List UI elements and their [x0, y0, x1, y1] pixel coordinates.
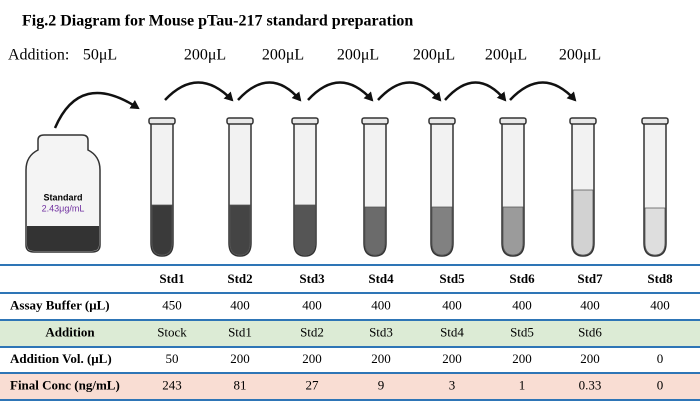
cell: 3 [449, 377, 456, 392]
column-header: Std1 [159, 271, 184, 286]
row-label: Addition Vol. (μL) [10, 351, 112, 366]
cell: 81 [234, 377, 247, 392]
tube [499, 117, 527, 257]
cell: Std2 [300, 324, 324, 339]
cell: 200 [580, 351, 600, 366]
tube-liquid [229, 204, 251, 256]
row-label: Final Conc (ng/mL) [10, 377, 120, 392]
column-header: Std6 [509, 271, 535, 286]
tube-liquid [644, 207, 666, 256]
tube-liquid [502, 206, 524, 256]
cell: Std5 [510, 324, 534, 339]
tube-liquid [572, 189, 594, 256]
volume-label: 200μL [485, 47, 527, 64]
tube [361, 117, 389, 257]
tube [226, 117, 254, 257]
tube [641, 117, 669, 257]
cell: 9 [378, 377, 385, 392]
column-header: Std2 [227, 271, 252, 286]
column-header: Std3 [299, 271, 325, 286]
cell: 400 [650, 297, 670, 312]
cell: 200 [442, 351, 462, 366]
tube [569, 117, 597, 257]
row-bg [0, 373, 700, 400]
cell: 1 [519, 377, 526, 392]
volume-label: 200μL [184, 47, 226, 64]
cell: 243 [162, 377, 182, 392]
tube-liquid [294, 204, 316, 256]
tube-rim [148, 117, 176, 125]
addition-label: Addition: [8, 47, 69, 64]
column-header: Std5 [439, 271, 465, 286]
bottle-conc: 2.43μg/mL [42, 203, 85, 213]
tube-rim [361, 117, 389, 125]
cell: 200 [302, 351, 322, 366]
cell: 400 [371, 297, 391, 312]
column-header: Std4 [368, 271, 394, 286]
cell: 400 [580, 297, 600, 312]
cell: Std4 [440, 324, 464, 339]
cell: Std3 [369, 324, 393, 339]
cell: 0 [657, 351, 664, 366]
tube-rim [641, 117, 669, 125]
tube-rim [291, 117, 319, 125]
tube [148, 117, 176, 257]
cell: 200 [371, 351, 391, 366]
tube-liquid [151, 204, 173, 256]
cell: 200 [512, 351, 532, 366]
volume-label: 200μL [413, 47, 455, 64]
tube-liquid [431, 206, 453, 256]
row-label: Assay Buffer (μL) [10, 297, 110, 312]
cell: 50 [166, 351, 179, 366]
cell: Std6 [578, 324, 602, 339]
tube [291, 117, 319, 257]
title: Fig.2 Diagram for Mouse pTau-217 standar… [22, 13, 413, 30]
cell: Stock [157, 324, 187, 339]
cell: 0.33 [579, 377, 602, 392]
volume-label: 50μL [83, 47, 117, 64]
cell: 27 [306, 377, 320, 392]
arrows [53, 81, 577, 129]
tube-rim [226, 117, 254, 125]
cell: 450 [162, 297, 182, 312]
bottle-label: Standard [43, 192, 82, 202]
cell: 400 [512, 297, 532, 312]
volume-label: 200μL [337, 47, 379, 64]
column-header: Std7 [577, 271, 603, 286]
tube-rim [499, 117, 527, 125]
cell: 0 [657, 377, 664, 392]
volume-label: 200μL [559, 47, 601, 64]
row-bg [0, 320, 700, 347]
cell: 400 [230, 297, 250, 312]
row-label: Addition [45, 324, 95, 339]
tube-rim [428, 117, 456, 125]
tube-liquid [364, 206, 386, 256]
cell: 400 [302, 297, 322, 312]
volume-label: 200μL [262, 47, 304, 64]
cell: Std1 [228, 324, 252, 339]
column-header: Std8 [647, 271, 673, 286]
cell: 400 [442, 297, 462, 312]
bottle: Standard 2.43μg/mL [25, 134, 101, 253]
tube-rim [569, 117, 597, 125]
cell: 200 [230, 351, 250, 366]
tube [428, 117, 456, 257]
